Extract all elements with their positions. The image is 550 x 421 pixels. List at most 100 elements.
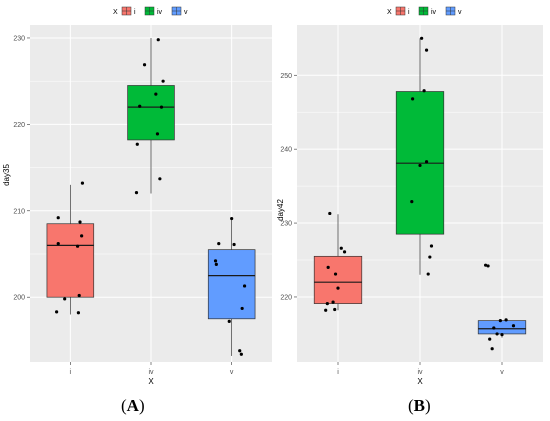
panel-b-point-iv xyxy=(424,48,429,52)
panel-a-x-tick-label-v: v xyxy=(230,369,234,376)
panel-label-a: (A) xyxy=(121,396,145,415)
panel-b-point-iv xyxy=(428,255,432,259)
panel-b-point-i xyxy=(324,308,328,312)
panel-b-legend-title: X xyxy=(387,9,392,16)
panel-a-point-iv xyxy=(156,38,160,42)
panel-label-b-letter: B xyxy=(413,396,426,415)
panel-a-legend-label-iv: iv xyxy=(157,9,163,16)
panel-label-b: (B) xyxy=(408,396,431,415)
panel-b-point-v xyxy=(500,333,504,337)
panel-b-point-iv xyxy=(411,97,415,101)
panel-b-point-v xyxy=(486,264,490,268)
panel-a-y-tick-label: 200 xyxy=(13,295,25,302)
panel-a-x-axis-label: X xyxy=(148,377,154,386)
panel-a-point-iv xyxy=(161,79,165,83)
panel-b-point-iv xyxy=(410,200,414,204)
panel-a-point-iv xyxy=(155,132,160,136)
panel-b-point-i xyxy=(328,211,332,216)
panel-b-point-v xyxy=(492,326,496,330)
panel-a-point-iv xyxy=(138,104,142,108)
panel-b-legend-label-i: i xyxy=(408,9,410,16)
panel-b-point-v xyxy=(495,332,499,336)
panel-b-point-v xyxy=(484,263,488,267)
panel-b-point-i xyxy=(333,272,338,276)
panel-a-point-iv xyxy=(135,142,139,146)
panel-a-point-v xyxy=(217,242,221,246)
panel-a-point-iv xyxy=(159,105,164,109)
panel-a-point-iv xyxy=(134,191,139,195)
panel-b-point-iv xyxy=(420,36,424,40)
panel-a-point-i xyxy=(78,220,82,224)
panel-b-legend-key-iv xyxy=(418,6,429,16)
panel-a-point-v xyxy=(238,349,242,353)
panel-b-point-v xyxy=(488,337,492,341)
panel-a-y-tick-label: 230 xyxy=(13,35,25,42)
panel-a-point-iv xyxy=(142,63,147,67)
panel-b-legend-key-i xyxy=(395,6,406,16)
panel-a-point-v xyxy=(227,319,231,323)
panel-b-box-i xyxy=(313,255,363,304)
panel-b-x-axis-label: X xyxy=(417,377,423,386)
panel-b-point-i xyxy=(339,246,343,250)
panel-a-legend-key-v xyxy=(171,6,182,16)
panel-a-point-iv xyxy=(158,177,162,181)
panel-b-point-iv xyxy=(422,89,426,93)
panel-b-point-i xyxy=(342,250,347,254)
panel-b-point-iv xyxy=(429,244,434,248)
panel-a-legend-title: X xyxy=(113,9,118,16)
panel-a-point-v xyxy=(242,284,247,288)
panel-a-x-tick-label-iv: iv xyxy=(148,369,154,376)
panel-a-point-v xyxy=(214,262,218,266)
panel-a-point-i xyxy=(77,293,81,298)
panel-a-point-v xyxy=(232,242,236,247)
panel-a-point-i xyxy=(75,244,80,248)
panel-a-point-i xyxy=(55,310,59,314)
panel-b-point-i xyxy=(333,307,337,312)
panel-a-point-v xyxy=(213,259,218,263)
panel-b-legend-label-iv: iv xyxy=(431,9,437,16)
panel-a-x-tick-label-i: i xyxy=(70,369,72,376)
panel-a-point-i xyxy=(76,311,80,315)
panel-label-a-letter: A xyxy=(126,396,139,415)
panel-a-y-axis-label: day35 xyxy=(2,164,11,186)
panel-a-point-iv xyxy=(154,92,158,96)
panel-a-point-v xyxy=(230,216,234,221)
panel-b-x-tick-label-i: i xyxy=(337,369,339,376)
panel-b-point-iv xyxy=(424,160,429,164)
panel-a-legend-label-i: i xyxy=(134,9,136,16)
panel-b-y-tick-label: 220 xyxy=(280,294,292,301)
panel-a-legend-key-i xyxy=(121,6,132,16)
panel-a-y-tick-label: 210 xyxy=(13,208,25,215)
panel-b-legend-label-v: v xyxy=(458,9,462,16)
panel-b-point-iv xyxy=(418,163,422,168)
panel-a-point-v xyxy=(239,352,243,356)
panel-a-box-iv xyxy=(127,85,175,141)
panel-b-legend-key-v xyxy=(445,6,456,16)
panel-a-legend-key-iv xyxy=(144,6,155,16)
panel-b-point-iv xyxy=(426,272,430,276)
panel-b-x-tick-label-v: v xyxy=(500,369,504,376)
panel-b-point-v xyxy=(498,319,502,323)
panel-a-point-i xyxy=(80,181,85,185)
panel-b-point-i xyxy=(336,286,340,290)
panel-b-y-tick-label: 230 xyxy=(280,221,292,228)
panel-b-point-i xyxy=(331,300,335,304)
panel-b-y-tick-label: 250 xyxy=(280,73,292,80)
panel-b-y-tick-label: 240 xyxy=(280,147,292,154)
panel-a-point-v xyxy=(240,306,244,311)
panel-b-point-v xyxy=(504,318,508,322)
panel-a-y-tick-label: 220 xyxy=(13,122,25,129)
panel-b-point-v xyxy=(490,347,494,351)
panel-a-point-i xyxy=(56,242,60,246)
panel-b-point-v xyxy=(511,324,516,328)
panel-b-point-i xyxy=(325,302,329,306)
panel-a-legend-label-v: v xyxy=(184,9,188,16)
panel-b-box-v xyxy=(477,320,527,335)
panel-a-point-i xyxy=(56,216,60,220)
panel-b-y-axis-label: day42 xyxy=(276,199,285,221)
panel-a-point-i xyxy=(63,297,67,301)
panel-b-x-tick-label-iv: iv xyxy=(417,369,423,376)
panel-b-point-i xyxy=(326,265,330,270)
panel-a-box-i xyxy=(46,223,95,298)
